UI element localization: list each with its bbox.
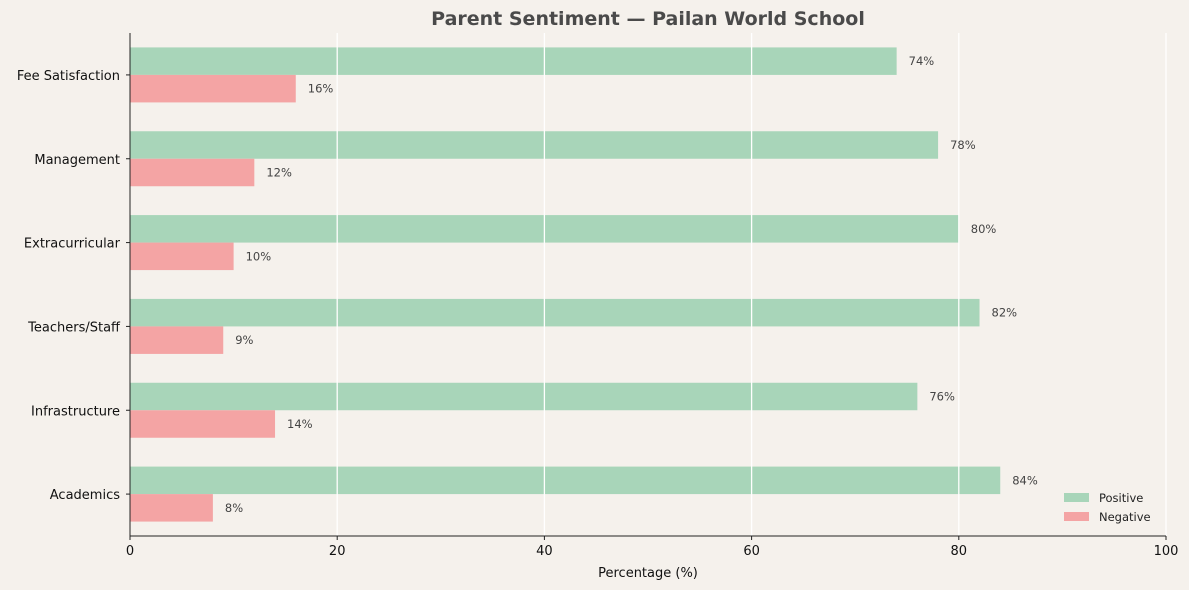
category-label: Fee Satisfaction	[17, 69, 120, 84]
x-axis-title: Percentage (%)	[598, 566, 698, 581]
x-tick-label: 100	[1154, 544, 1179, 559]
bar-negative	[130, 494, 213, 522]
legend-label: Negative	[1099, 510, 1151, 524]
data-label: 16%	[308, 82, 334, 96]
bar-positive	[130, 466, 1001, 495]
data-label: 84%	[1012, 473, 1038, 487]
data-label: 78%	[950, 138, 976, 152]
data-label: 76%	[929, 390, 955, 404]
category-label: Teachers/Staff	[27, 320, 121, 335]
chart-title: Parent Sentiment — Pailan World School	[431, 8, 865, 30]
x-tick-label: 60	[743, 544, 760, 559]
data-label: 80%	[971, 222, 997, 236]
bars	[130, 47, 1001, 522]
x-tick-label: 40	[536, 544, 553, 559]
bar-negative	[130, 242, 234, 271]
bar-negative	[130, 326, 224, 354]
legend-swatch-negative	[1064, 512, 1089, 521]
category-label: Extracurricular	[24, 237, 121, 252]
legend: Positive Negative	[1064, 491, 1151, 524]
x-tick-label: 80	[951, 544, 968, 559]
grid	[336, 33, 1167, 536]
category-label: Management	[34, 153, 120, 168]
data-label: 82%	[992, 306, 1018, 320]
legend-swatch-positive	[1064, 493, 1089, 502]
category-label: Infrastructure	[31, 404, 120, 419]
bar-positive	[130, 47, 897, 75]
x-tick-label: 20	[329, 544, 346, 559]
bar-positive	[130, 298, 980, 327]
data-labels: 74% 16% 78% 12% 80% 10% 82% 9% 76% 14% 84% 8%	[225, 54, 1038, 515]
x-tick-label: 0	[126, 544, 134, 559]
legend-label: Positive	[1099, 491, 1143, 505]
data-label: 9%	[235, 333, 253, 347]
bar-negative	[130, 74, 296, 103]
data-label: 74%	[909, 54, 935, 68]
bar-negative	[130, 410, 276, 438]
bar-positive	[130, 382, 918, 411]
data-label: 14%	[287, 417, 313, 431]
axes: Fee Satisfaction Management Extracurricula…	[17, 33, 1179, 559]
data-label: 10%	[246, 249, 272, 263]
data-label: 8%	[225, 501, 243, 515]
data-label: 12%	[266, 166, 292, 180]
bar-positive	[130, 131, 939, 159]
category-label: Academics	[50, 488, 120, 503]
bar-negative	[130, 158, 255, 187]
